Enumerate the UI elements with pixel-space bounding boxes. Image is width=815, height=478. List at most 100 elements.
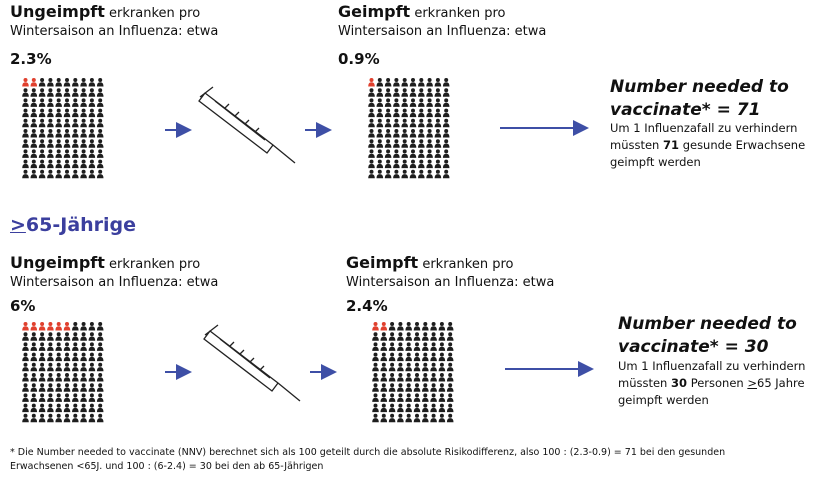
icon bbox=[89, 98, 96, 107]
icon bbox=[64, 342, 71, 351]
icon bbox=[64, 170, 71, 179]
icon bbox=[397, 332, 404, 341]
arrows bbox=[165, 128, 590, 372]
icon bbox=[414, 383, 421, 392]
icon bbox=[97, 98, 104, 107]
icon bbox=[422, 322, 429, 331]
label: > bbox=[747, 376, 757, 390]
icon bbox=[401, 139, 408, 148]
icon bbox=[97, 160, 104, 169]
icon bbox=[414, 393, 421, 402]
icon bbox=[377, 170, 384, 179]
icon bbox=[31, 342, 38, 351]
icon bbox=[97, 139, 104, 148]
icon bbox=[72, 332, 79, 341]
icon bbox=[443, 98, 450, 107]
icon bbox=[389, 342, 396, 351]
icon bbox=[80, 119, 87, 128]
percent: 2.3% bbox=[10, 50, 52, 68]
icon bbox=[39, 393, 46, 402]
icon bbox=[64, 393, 71, 402]
icon bbox=[435, 170, 442, 179]
icon bbox=[439, 404, 446, 413]
icon bbox=[22, 139, 29, 148]
percent: 2.4% bbox=[346, 297, 388, 315]
icon bbox=[405, 342, 412, 351]
label: müssten bbox=[618, 376, 667, 390]
icon bbox=[31, 160, 38, 169]
label: erkranken pro bbox=[109, 257, 200, 272]
icon bbox=[426, 129, 433, 138]
icon bbox=[443, 160, 450, 169]
icon bbox=[64, 363, 71, 372]
icon bbox=[385, 109, 392, 118]
footnote: * Die Number needed to vaccinate (NNV) b… bbox=[10, 446, 725, 474]
icon bbox=[372, 353, 379, 362]
label: Wintersaison an Influenza: etwa bbox=[10, 24, 218, 39]
icon bbox=[439, 353, 446, 362]
icon bbox=[97, 404, 104, 413]
icon bbox=[89, 78, 96, 87]
icon bbox=[393, 139, 400, 148]
panel-header: Geimpft erkranken proWintersaison an Inf… bbox=[338, 3, 546, 41]
icon bbox=[47, 393, 54, 402]
icon bbox=[47, 139, 54, 148]
icon bbox=[72, 414, 79, 423]
icon bbox=[47, 98, 54, 107]
icon bbox=[89, 414, 96, 423]
syringes bbox=[199, 87, 300, 401]
label: Number needed to bbox=[610, 77, 789, 97]
icon bbox=[393, 119, 400, 128]
icon bbox=[410, 98, 417, 107]
icon bbox=[381, 414, 388, 423]
icon bbox=[72, 88, 79, 97]
icon bbox=[372, 363, 379, 372]
icon bbox=[439, 322, 446, 331]
icon bbox=[397, 404, 404, 413]
icon bbox=[430, 332, 437, 341]
icon bbox=[47, 404, 54, 413]
icon bbox=[426, 149, 433, 158]
icon bbox=[89, 353, 96, 362]
icon bbox=[443, 139, 450, 148]
icon bbox=[426, 109, 433, 118]
icon bbox=[39, 353, 46, 362]
icon bbox=[422, 404, 429, 413]
icon bbox=[80, 322, 87, 331]
icon bbox=[389, 353, 396, 362]
icon bbox=[89, 160, 96, 169]
icon bbox=[72, 404, 79, 413]
icon bbox=[47, 383, 54, 392]
icon bbox=[389, 404, 396, 413]
icon bbox=[447, 373, 454, 382]
icon bbox=[422, 342, 429, 351]
icon bbox=[401, 160, 408, 169]
icon bbox=[401, 88, 408, 97]
label: > bbox=[10, 214, 26, 236]
icon bbox=[418, 98, 425, 107]
icon bbox=[64, 332, 71, 341]
icon bbox=[389, 322, 396, 331]
icon bbox=[426, 119, 433, 128]
icon bbox=[80, 332, 87, 341]
icon bbox=[55, 149, 62, 158]
label: erkranken pro bbox=[109, 6, 200, 21]
icon bbox=[22, 119, 29, 128]
icon bbox=[89, 322, 96, 331]
icon bbox=[89, 109, 96, 118]
icon bbox=[47, 119, 54, 128]
icon bbox=[72, 109, 79, 118]
icon bbox=[385, 129, 392, 138]
icon bbox=[22, 170, 29, 179]
icon bbox=[397, 322, 404, 331]
icon bbox=[64, 129, 71, 138]
icon bbox=[414, 353, 421, 362]
icon bbox=[377, 88, 384, 97]
icon bbox=[31, 129, 38, 138]
icon bbox=[64, 88, 71, 97]
icon bbox=[410, 160, 417, 169]
icon bbox=[405, 332, 412, 341]
icon bbox=[430, 363, 437, 372]
icon bbox=[31, 414, 38, 423]
icon bbox=[393, 149, 400, 158]
